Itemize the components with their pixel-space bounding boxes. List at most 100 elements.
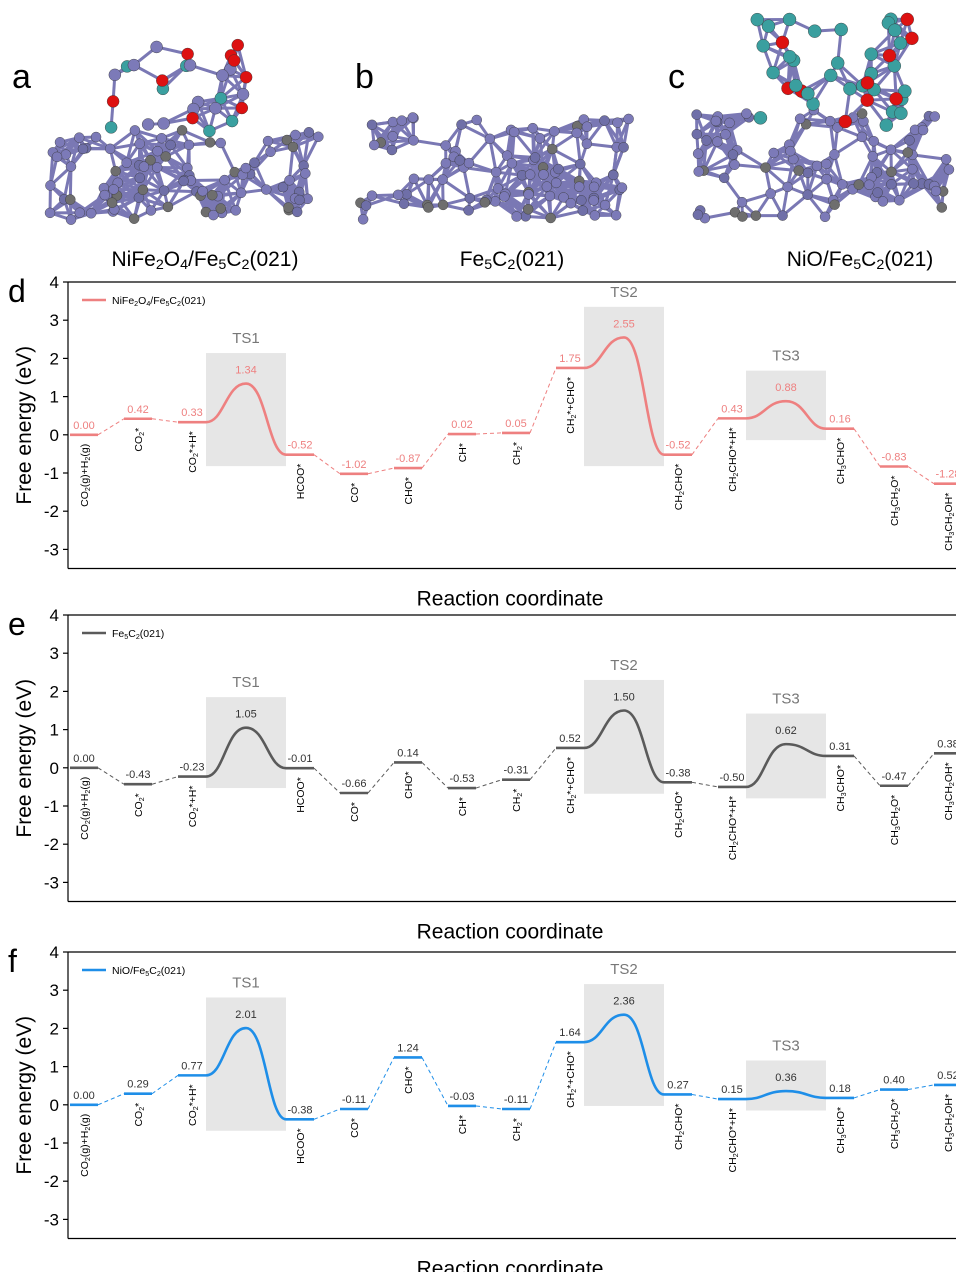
atom bbox=[156, 74, 169, 87]
value-label: -1.28 bbox=[935, 469, 956, 481]
structure-caption: NiFe2O4/Fe5C2(021) bbox=[112, 248, 299, 273]
connector bbox=[529, 367, 557, 434]
atom bbox=[623, 113, 634, 125]
category-label: CO2(g)+H2(g) bbox=[79, 444, 92, 507]
atom bbox=[782, 50, 797, 64]
plot: 0.00 CO2(g)+H2(g) 0.42 CO2* 0.33 CO2*+H* TS1 1.… bbox=[70, 284, 956, 551]
category-label: CHO* bbox=[403, 771, 415, 798]
atom bbox=[864, 179, 875, 190]
atom bbox=[463, 205, 474, 216]
bond bbox=[551, 147, 582, 166]
atom bbox=[294, 194, 305, 206]
atom bbox=[930, 185, 942, 197]
value-label: -1.02 bbox=[341, 459, 366, 471]
ts-name: TS2 bbox=[610, 961, 638, 978]
atom bbox=[900, 12, 914, 27]
category-label: CH2*+CHO* bbox=[565, 1051, 578, 1108]
ts-box bbox=[584, 306, 664, 467]
structure-caption: Fe5C2(021) bbox=[460, 248, 565, 273]
connector bbox=[907, 466, 935, 485]
atom bbox=[231, 38, 244, 52]
connector bbox=[313, 767, 341, 794]
bond bbox=[527, 193, 552, 220]
atom bbox=[558, 192, 569, 203]
ts-value-label: 0.88 bbox=[775, 382, 796, 394]
ts-box bbox=[746, 713, 826, 799]
atom bbox=[589, 210, 601, 221]
category-label: CH2*+CHO* bbox=[565, 377, 578, 434]
panel-letter: c bbox=[668, 58, 685, 96]
atom bbox=[104, 121, 118, 134]
atom bbox=[853, 179, 865, 190]
legend-label: NiO/Fe5C2(021) bbox=[112, 965, 185, 978]
bond bbox=[889, 128, 916, 151]
atom bbox=[943, 164, 955, 175]
atom bbox=[490, 166, 502, 178]
ts-curve bbox=[583, 1013, 665, 1096]
atom bbox=[802, 167, 814, 179]
atom bbox=[808, 24, 822, 38]
atom bbox=[811, 160, 823, 172]
atom bbox=[864, 47, 878, 61]
category-label: CH2* bbox=[511, 442, 524, 465]
atom bbox=[729, 159, 740, 170]
bond bbox=[488, 138, 498, 173]
ts-box bbox=[206, 697, 286, 789]
category-label: CH2CHO* bbox=[673, 1103, 686, 1150]
value-label: -0.11 bbox=[342, 1094, 366, 1106]
category-label: CH2* bbox=[511, 789, 524, 812]
atom bbox=[150, 40, 163, 54]
category-label: CH3CHO* bbox=[835, 438, 848, 485]
atom bbox=[894, 106, 908, 120]
atom bbox=[872, 187, 883, 198]
atom bbox=[85, 208, 97, 219]
atom bbox=[917, 124, 929, 136]
atom bbox=[612, 117, 623, 128]
atom bbox=[511, 211, 522, 222]
value-label: 0.27 bbox=[667, 1079, 688, 1091]
bond bbox=[441, 178, 471, 200]
connector bbox=[907, 1084, 935, 1091]
atom bbox=[691, 109, 702, 120]
atom bbox=[829, 149, 840, 160]
atom bbox=[898, 84, 912, 98]
value-label: 0.38 bbox=[937, 738, 956, 750]
atom bbox=[165, 139, 176, 151]
atom bbox=[54, 137, 66, 148]
atom bbox=[235, 187, 247, 199]
atom bbox=[152, 145, 163, 157]
atom bbox=[575, 158, 586, 170]
ts-name: TS3 bbox=[772, 1037, 800, 1054]
atom bbox=[204, 137, 216, 148]
atom bbox=[724, 117, 735, 129]
atom bbox=[856, 108, 868, 119]
value-label: 0.29 bbox=[127, 1079, 148, 1091]
value-label: -0.03 bbox=[449, 1091, 474, 1103]
atom bbox=[766, 65, 780, 80]
value-label: 0.18 bbox=[829, 1083, 850, 1095]
atom bbox=[802, 189, 813, 200]
atom bbox=[463, 157, 475, 169]
atom bbox=[145, 205, 157, 216]
value-label: 0.52 bbox=[559, 733, 580, 745]
atom bbox=[209, 102, 222, 115]
atom bbox=[877, 196, 889, 207]
connector bbox=[313, 1108, 341, 1120]
connector bbox=[907, 752, 935, 787]
atom bbox=[819, 211, 831, 222]
atom bbox=[284, 175, 295, 186]
value-label: 0.31 bbox=[829, 741, 850, 753]
y-tick-label: 2 bbox=[50, 1019, 59, 1038]
atom bbox=[121, 157, 132, 169]
ts-name: TS1 bbox=[232, 674, 260, 691]
atom bbox=[262, 135, 274, 147]
category-label: CO* bbox=[349, 802, 361, 822]
connector bbox=[475, 779, 503, 789]
atom bbox=[760, 162, 771, 173]
category-label: CHO* bbox=[403, 477, 415, 504]
value-label: -0.43 bbox=[125, 769, 150, 781]
atom bbox=[588, 181, 600, 193]
value-label: 0.05 bbox=[505, 418, 526, 430]
ts-curve bbox=[205, 1026, 287, 1121]
value-label: 0.15 bbox=[721, 1084, 742, 1096]
